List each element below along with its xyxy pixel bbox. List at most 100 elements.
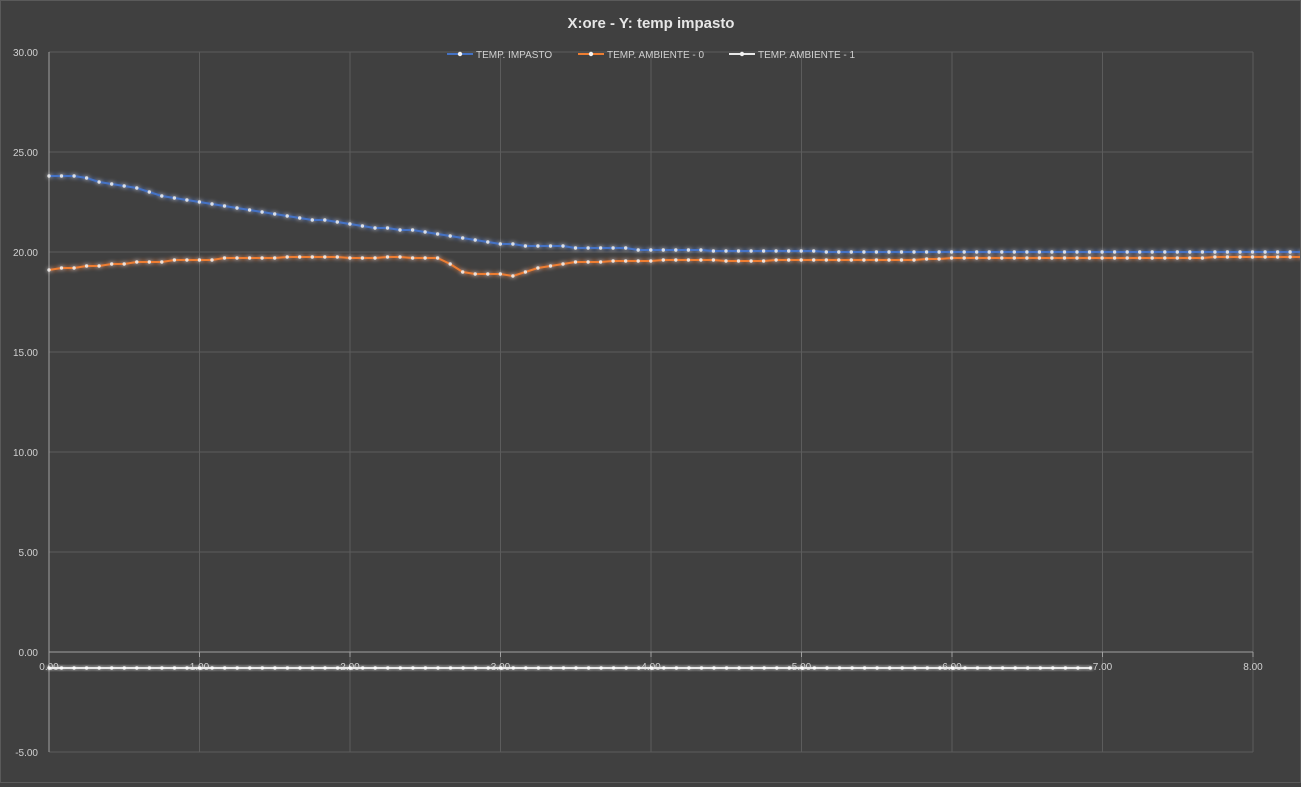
data-point [1150, 256, 1154, 260]
data-point [1063, 666, 1068, 670]
data-point [1125, 250, 1129, 254]
data-point [235, 666, 239, 670]
data-point [1075, 250, 1079, 254]
data-point [1087, 250, 1092, 254]
data-point [448, 666, 453, 670]
data-point [511, 666, 515, 670]
data-point [172, 666, 177, 670]
data-point [97, 180, 101, 184]
data-point [899, 250, 904, 254]
data-point [1100, 250, 1104, 254]
series-layer [47, 174, 1301, 670]
data-point [787, 249, 791, 253]
data-point [1112, 250, 1117, 254]
data-point [436, 666, 440, 670]
data-point [837, 666, 842, 670]
data-point [385, 255, 390, 259]
data-point [1138, 250, 1142, 254]
data-point [549, 666, 553, 670]
data-point [699, 248, 703, 252]
data-point [987, 256, 991, 260]
data-point [410, 256, 415, 260]
y-tick-label: 25.00 [13, 148, 38, 159]
data-point [247, 208, 252, 212]
data-point [135, 260, 139, 264]
data-point [47, 174, 51, 178]
data-point [573, 260, 578, 264]
data-point [511, 274, 515, 278]
data-point [636, 259, 640, 263]
data-point [410, 228, 415, 232]
data-point [110, 182, 114, 186]
data-point [611, 246, 615, 250]
data-point [1112, 256, 1117, 260]
data-point [373, 226, 377, 230]
data-point [611, 666, 616, 670]
data-point [800, 666, 804, 670]
data-point [97, 264, 101, 268]
data-point [1000, 666, 1005, 670]
data-point [197, 200, 202, 204]
data-point [988, 666, 992, 670]
data-point [160, 194, 164, 198]
data-point [498, 272, 502, 276]
data-point [611, 259, 615, 263]
data-point [1025, 256, 1029, 260]
data-point [1000, 256, 1004, 260]
data-point [1175, 256, 1180, 260]
data-point [599, 666, 603, 670]
data-point [298, 666, 302, 670]
data-point [423, 666, 428, 670]
data-point [1188, 256, 1192, 260]
data-point [110, 262, 114, 266]
data-point [787, 258, 791, 262]
data-point [1051, 666, 1055, 670]
data-point [210, 666, 214, 670]
data-point [636, 248, 640, 252]
data-point [147, 666, 152, 670]
data-point [235, 206, 239, 210]
data-point [937, 250, 941, 254]
data-point [1050, 250, 1054, 254]
data-point [799, 258, 803, 262]
data-point [862, 666, 867, 670]
data-point [486, 666, 490, 670]
data-point [486, 272, 490, 276]
legend-item: TEMP. IMPASTO [447, 50, 552, 61]
data-point [1062, 250, 1067, 254]
data-point [298, 255, 302, 259]
data-point [172, 258, 177, 262]
data-point [373, 256, 377, 260]
data-point [661, 248, 665, 252]
y-tick-label: -5.00 [15, 748, 38, 759]
data-point [524, 666, 528, 670]
data-point [197, 258, 202, 262]
data-point [949, 256, 954, 260]
data-point [837, 250, 841, 254]
data-point [938, 666, 942, 670]
data-point [323, 255, 327, 259]
data-point [949, 250, 954, 254]
data-point [47, 666, 51, 670]
data-point [1263, 250, 1267, 254]
y-tick-label: 10.00 [13, 448, 38, 459]
data-point [912, 250, 916, 254]
data-point [963, 666, 967, 670]
data-point [1200, 256, 1205, 260]
data-point [260, 666, 264, 670]
data-point [787, 666, 791, 670]
data-point [586, 666, 591, 670]
data-point [147, 260, 151, 264]
data-point [1026, 666, 1030, 670]
data-point [273, 666, 277, 670]
data-point [962, 250, 966, 254]
data-point [122, 262, 126, 266]
data-point [875, 666, 879, 670]
data-point [223, 666, 227, 670]
data-point [887, 250, 891, 254]
data-point [825, 666, 829, 670]
data-point [247, 256, 252, 260]
data-point [1037, 256, 1042, 260]
data-point [912, 258, 916, 262]
